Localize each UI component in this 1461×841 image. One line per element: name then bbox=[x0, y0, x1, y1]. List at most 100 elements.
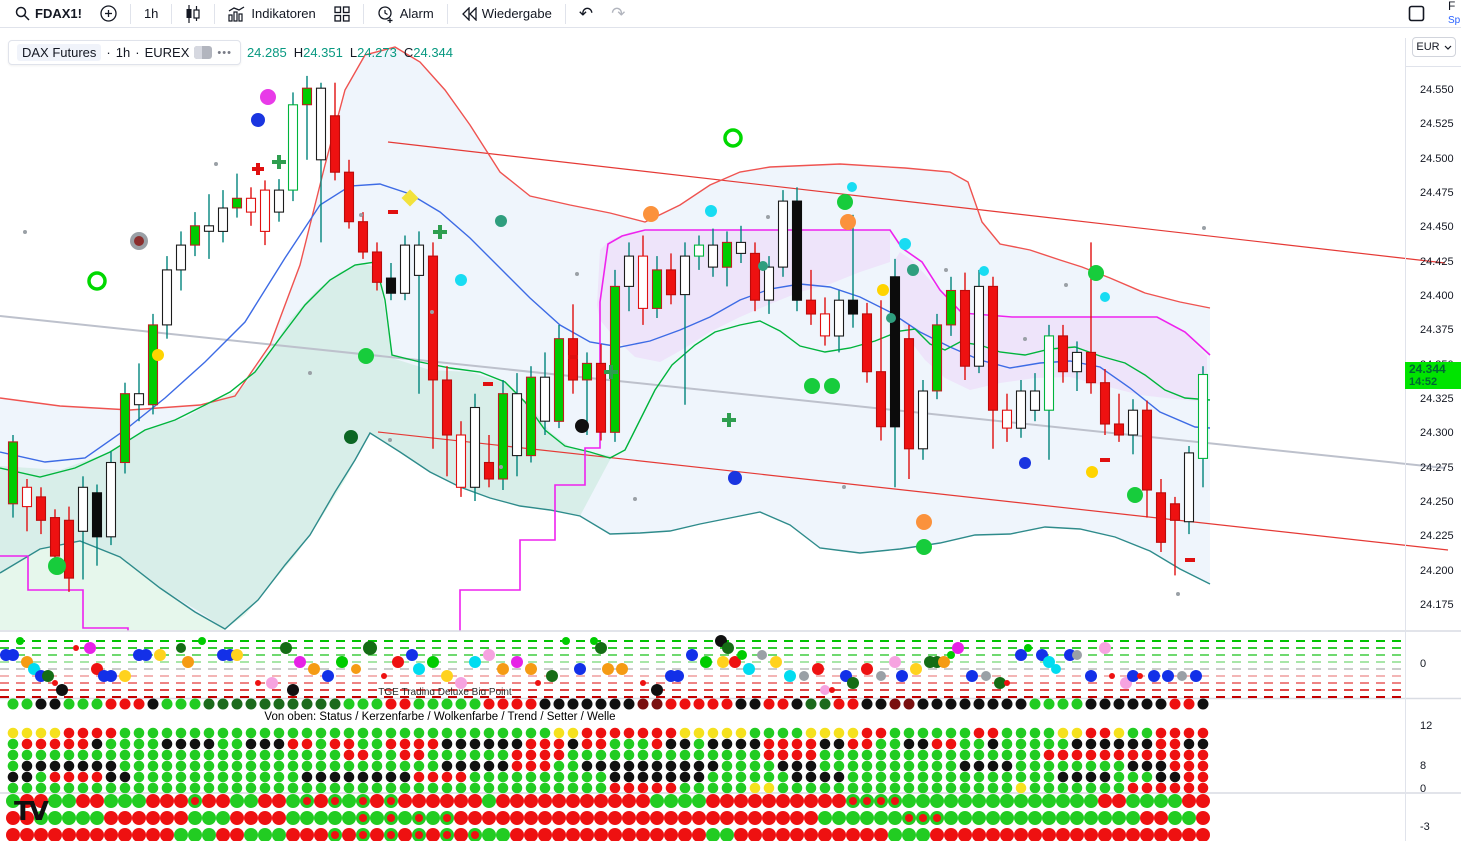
candle bbox=[189, 225, 201, 246]
top-toolbar: FDAX1! 1h Indikatoren Alarm Wiedergabe bbox=[0, 0, 1461, 28]
pane-separators[interactable] bbox=[0, 38, 1461, 841]
ohlc-values: 24.285 H24.351 L24.273 C24.344 bbox=[247, 45, 453, 60]
legend-interval[interactable]: 1h bbox=[115, 45, 131, 60]
candle bbox=[875, 371, 887, 428]
candle bbox=[945, 289, 957, 326]
symbol-search-button[interactable]: FDAX1! bbox=[8, 4, 89, 23]
ohlc-pair: 24.285 bbox=[246, 45, 287, 60]
candle bbox=[581, 362, 593, 381]
price-tick-label: 24.325 bbox=[1420, 393, 1454, 405]
candle bbox=[175, 244, 187, 271]
oscillator-pane bbox=[0, 635, 1405, 698]
candle bbox=[805, 299, 817, 315]
indicators-label: Indikatoren bbox=[251, 6, 316, 21]
candle bbox=[1015, 390, 1027, 429]
bigpoint-dot-row bbox=[7, 727, 1209, 739]
candle bbox=[77, 486, 89, 532]
price-tick-label: 24.500 bbox=[1420, 153, 1454, 165]
more-options-button[interactable]: ••• bbox=[217, 46, 232, 59]
clipped-text-top: F bbox=[1448, 0, 1456, 13]
redo-button[interactable]: ↷ bbox=[611, 3, 626, 23]
ohlc-pair: L24.273 bbox=[349, 45, 397, 60]
candle bbox=[651, 269, 663, 309]
candle bbox=[315, 87, 327, 161]
candle bbox=[301, 87, 313, 106]
visibility-toggle-icon[interactable] bbox=[194, 46, 213, 59]
alarm-button[interactable]: Alarm bbox=[370, 3, 441, 25]
candle bbox=[623, 255, 635, 287]
chevron-down-icon bbox=[1444, 45, 1452, 50]
indicator-clouds bbox=[0, 47, 1210, 630]
price-axis[interactable]: EUR 24.550 24.525 24.500 24.475 24.450 24.425… bbox=[1405, 28, 1461, 841]
price-tick-label: 24.275 bbox=[1420, 462, 1454, 474]
candle bbox=[371, 251, 383, 283]
interval-button[interactable]: 1h bbox=[137, 4, 165, 23]
candle bbox=[1141, 409, 1153, 491]
candle bbox=[1071, 351, 1083, 373]
indicators-button[interactable]: Indikatoren bbox=[221, 4, 322, 24]
panel-square-icon bbox=[1408, 5, 1425, 25]
tradingview-logo[interactable]: TV bbox=[14, 797, 49, 827]
bigpoint-dot-row bbox=[7, 749, 1209, 761]
currency-dropdown[interactable]: EUR bbox=[1412, 37, 1456, 57]
candle bbox=[973, 285, 985, 367]
undo-button[interactable]: ↶ bbox=[578, 3, 594, 23]
toolbar-separator bbox=[214, 3, 216, 24]
replay-button[interactable]: Wiedergabe bbox=[454, 4, 559, 23]
price-tick-label: 24.225 bbox=[1420, 530, 1454, 542]
candle bbox=[455, 434, 467, 488]
candle bbox=[91, 492, 103, 538]
replay-label: Wiedergabe bbox=[481, 6, 552, 21]
candle bbox=[357, 221, 369, 253]
toolbar-separator bbox=[129, 3, 131, 24]
symbol-label: FDAX1! bbox=[35, 6, 82, 21]
candle bbox=[833, 299, 845, 337]
candle bbox=[1099, 382, 1111, 425]
candlestick-icon bbox=[185, 4, 201, 23]
candle bbox=[259, 189, 271, 232]
candle bbox=[1183, 452, 1195, 523]
candle bbox=[735, 241, 747, 254]
chart-type-button[interactable] bbox=[178, 3, 208, 25]
alarm-clock-icon bbox=[377, 5, 395, 23]
candle bbox=[847, 299, 859, 315]
layout-grid-button[interactable] bbox=[327, 4, 357, 24]
bigpoint-dot-row bbox=[7, 771, 1209, 783]
candle bbox=[63, 519, 75, 579]
legend-symbol-title[interactable]: DAX Futures bbox=[17, 44, 102, 61]
candle bbox=[679, 255, 691, 296]
last-price-time: 14:52 bbox=[1409, 376, 1438, 388]
candle bbox=[217, 207, 229, 232]
last-price: 24.344 bbox=[1409, 362, 1446, 376]
pane-scale-label: -3 bbox=[1420, 821, 1430, 833]
signal-markers bbox=[23, 89, 1206, 596]
legend-pill[interactable]: DAX Futures · 1h · EUREX ••• bbox=[8, 40, 241, 65]
candle bbox=[791, 200, 803, 301]
currency-row: EUR bbox=[1405, 28, 1461, 67]
clipped-save-control[interactable]: F Spe bbox=[1448, 0, 1460, 27]
toolbar-separator bbox=[362, 3, 364, 24]
bigpoint-dot-row bbox=[7, 738, 1209, 750]
candle bbox=[343, 171, 355, 223]
price-tick-label: 24.450 bbox=[1420, 221, 1454, 233]
candle bbox=[693, 244, 705, 257]
last-price-badge: 24.344 14:52 bbox=[1405, 362, 1461, 389]
candle bbox=[931, 324, 943, 392]
panel-toggle-button[interactable] bbox=[1408, 5, 1425, 25]
chart-area[interactable] bbox=[0, 28, 1461, 841]
candle bbox=[539, 376, 551, 422]
candle bbox=[763, 266, 775, 301]
candle bbox=[819, 313, 831, 337]
candle bbox=[1197, 373, 1209, 459]
compare-add-button[interactable] bbox=[93, 3, 124, 24]
ohlc-pair: H24.351 bbox=[293, 45, 343, 60]
candle bbox=[917, 390, 929, 450]
interval-label: 1h bbox=[143, 6, 159, 21]
legend-exchange[interactable]: EUREX bbox=[144, 45, 190, 60]
indicator-row-legend: Von oben: Status / Kerzenfarbe / Wolkenf… bbox=[264, 711, 616, 723]
candle bbox=[1029, 390, 1041, 411]
price-tick-label: 24.550 bbox=[1420, 84, 1454, 96]
status-dot-row bbox=[7, 698, 1209, 710]
candle bbox=[721, 241, 733, 268]
candle bbox=[203, 225, 215, 232]
